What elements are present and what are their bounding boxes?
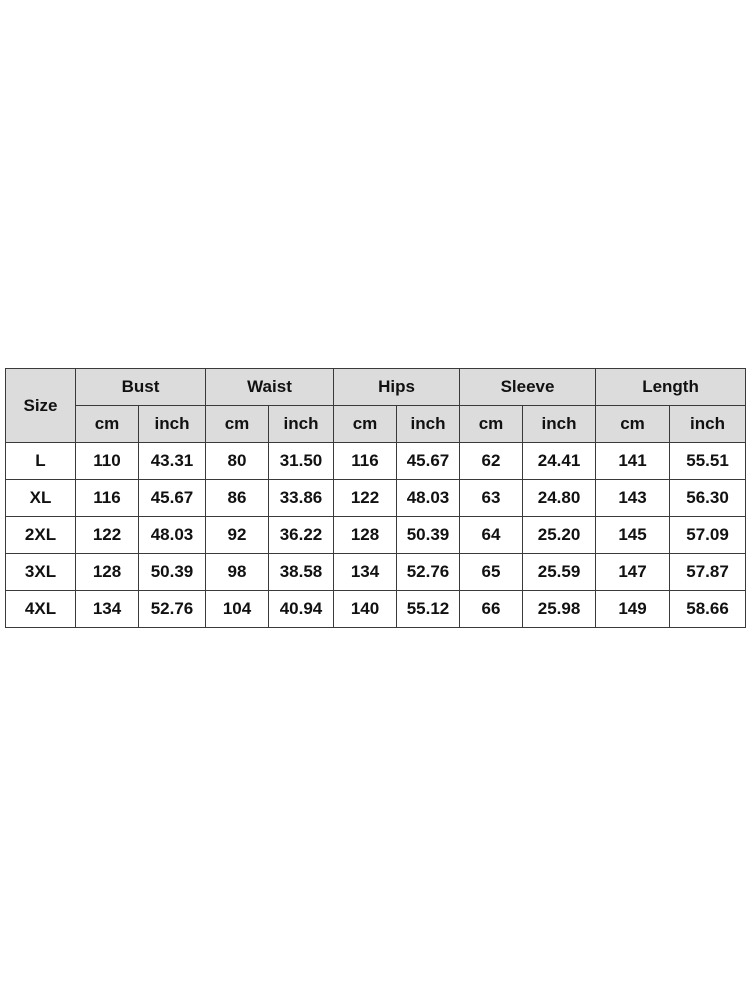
table-row: XL 116 45.67 86 33.86 122 48.03 63 24.80 143 56.30 xyxy=(5,479,747,517)
value-cell: 128 xyxy=(75,553,139,591)
value-cell: 25.20 xyxy=(521,516,597,554)
value-cell: 43.31 xyxy=(138,442,206,480)
value-cell: 45.67 xyxy=(396,442,460,480)
value-cell: 50.39 xyxy=(396,516,460,554)
value-cell: 116 xyxy=(75,479,139,517)
value-cell: 55.51 xyxy=(669,442,747,480)
value-cell: 145 xyxy=(595,516,671,554)
header-row-groups: Size Bust Waist Hips Sleeve Length xyxy=(5,368,747,443)
table-row: 2XL 122 48.03 92 36.22 128 50.39 64 25.20 145 57.0… xyxy=(5,516,747,554)
value-cell: 134 xyxy=(333,553,397,591)
unit-header: inch xyxy=(268,405,334,443)
value-cell: 86 xyxy=(205,479,269,517)
value-cell: 92 xyxy=(205,516,269,554)
unit-header: cm xyxy=(333,405,397,443)
value-cell: 40.94 xyxy=(268,590,334,628)
table-row: 4XL 134 52.76 104 40.94 140 55.12 66 25.98 149 58.… xyxy=(5,590,747,628)
size-header: Size xyxy=(5,368,76,443)
value-cell: 48.03 xyxy=(138,516,206,554)
group-header-hips: Hips xyxy=(333,368,460,406)
value-cell: 65 xyxy=(459,553,523,591)
size-cell: L xyxy=(5,442,76,480)
group-header-bust: Bust xyxy=(75,368,206,406)
value-cell: 31.50 xyxy=(268,442,334,480)
value-cell: 143 xyxy=(595,479,671,517)
value-cell: 45.67 xyxy=(138,479,206,517)
value-cell: 104 xyxy=(205,590,269,628)
value-cell: 134 xyxy=(75,590,139,628)
value-cell: 62 xyxy=(459,442,523,480)
value-cell: 57.09 xyxy=(669,516,747,554)
value-cell: 116 xyxy=(333,442,397,480)
value-cell: 63 xyxy=(459,479,523,517)
value-cell: 25.59 xyxy=(521,553,597,591)
value-cell: 58.66 xyxy=(669,590,747,628)
table-row: 3XL 128 50.39 98 38.58 134 52.76 65 25.59 147 57.8… xyxy=(5,553,747,591)
value-cell: 55.12 xyxy=(396,590,460,628)
unit-header: cm xyxy=(459,405,523,443)
value-cell: 80 xyxy=(205,442,269,480)
group-header-sleeve: Sleeve xyxy=(458,368,597,406)
value-cell: 141 xyxy=(595,442,671,480)
value-cell: 147 xyxy=(595,553,671,591)
value-cell: 52.76 xyxy=(138,590,206,628)
value-cell: 50.39 xyxy=(138,553,206,591)
unit-header: inch xyxy=(521,405,597,443)
value-cell: 33.86 xyxy=(268,479,334,517)
value-cell: 24.80 xyxy=(521,479,597,517)
size-cell: XL xyxy=(5,479,76,517)
size-cell: 3XL xyxy=(5,553,76,591)
value-cell: 110 xyxy=(75,442,139,480)
size-chart-table: Size Bust Waist Hips Sleeve Length cm inch cm inc… xyxy=(5,368,747,628)
value-cell: 64 xyxy=(459,516,523,554)
value-cell: 98 xyxy=(205,553,269,591)
value-cell: 122 xyxy=(333,479,397,517)
size-cell: 4XL xyxy=(5,590,76,628)
value-cell: 36.22 xyxy=(268,516,334,554)
value-cell: 24.41 xyxy=(521,442,597,480)
header-row-units: cm inch cm inch cm inch cm inch cm inch xyxy=(6,405,747,443)
value-cell: 57.87 xyxy=(669,553,747,591)
value-cell: 122 xyxy=(75,516,139,554)
value-cell: 140 xyxy=(333,590,397,628)
unit-header: inch xyxy=(138,405,206,443)
unit-header: cm xyxy=(595,405,671,443)
value-cell: 66 xyxy=(459,590,523,628)
size-cell: 2XL xyxy=(5,516,76,554)
value-cell: 128 xyxy=(333,516,397,554)
unit-header: cm xyxy=(75,405,139,443)
value-cell: 56.30 xyxy=(669,479,747,517)
unit-header: cm xyxy=(205,405,269,443)
value-cell: 52.76 xyxy=(396,553,460,591)
value-cell: 25.98 xyxy=(521,590,597,628)
unit-header: inch xyxy=(396,405,460,443)
unit-header: inch xyxy=(669,405,747,443)
group-header-length: Length xyxy=(595,368,747,406)
value-cell: 48.03 xyxy=(396,479,460,517)
table-row: L 110 43.31 80 31.50 116 45.67 62 24.41 141 55.51 xyxy=(5,442,747,480)
value-cell: 38.58 xyxy=(268,553,334,591)
value-cell: 149 xyxy=(595,590,671,628)
group-header-waist: Waist xyxy=(205,368,334,406)
